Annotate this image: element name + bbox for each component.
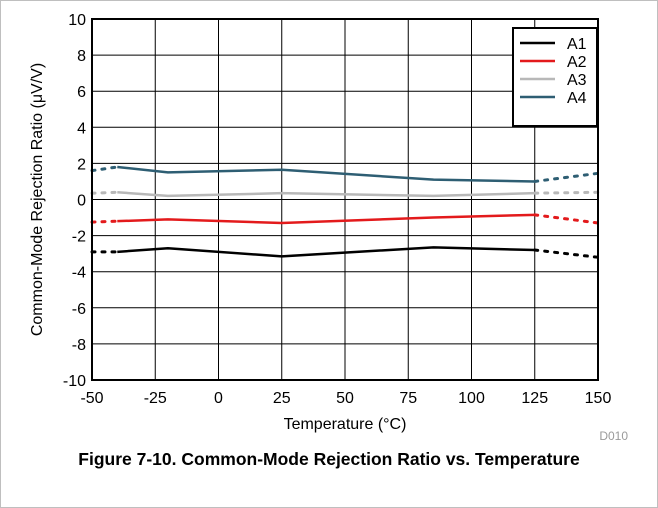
y-tick-label: -8: [72, 337, 86, 354]
series-lines: [90, 165, 600, 259]
legend-label-a4: A4: [567, 90, 587, 107]
cmrr-chart: -50 -25 0 25 50 75 100 125 150 10 8 6 4 2 0 -2 -4 -6 -8 -1…: [29, 12, 628, 443]
series-extrapolation-a2: [533, 213, 600, 225]
series-extrapolation-a2: [90, 219, 119, 224]
x-tick-labels: -50 -25 0 25 50 75 100 125 150: [80, 390, 611, 407]
y-tick-label: 8: [77, 48, 86, 65]
series-extrapolation-a4: [533, 171, 600, 183]
x-tick-label: 150: [585, 390, 612, 407]
x-tick-label: 0: [214, 390, 223, 407]
series-line-a3: [117, 191, 535, 198]
y-tick-label: 2: [77, 156, 86, 173]
legend-label-a3: A3: [567, 72, 587, 89]
y-tick-label: -6: [72, 301, 86, 318]
x-tick-label: -25: [144, 390, 167, 407]
y-tick-label: 4: [77, 120, 86, 137]
x-tick-label: -50: [80, 390, 103, 407]
legend-box: [512, 27, 598, 127]
legend-label-a2: A2: [567, 54, 587, 71]
y-tick-label: 10: [68, 12, 86, 29]
y-axis-label: Common-Mode Rejection Ratio (μV/V): [29, 63, 46, 336]
x-axis-label: Temperature (°C): [284, 416, 407, 433]
x-tick-label: 75: [399, 390, 417, 407]
series-extrapolation-a3: [533, 190, 600, 195]
series-extrapolation-a4: [90, 165, 119, 173]
y-tick-label: 0: [77, 193, 86, 210]
x-tick-label: 50: [336, 390, 354, 407]
legend-label-a1: A1: [567, 36, 587, 53]
series-line-a4: [117, 165, 535, 183]
y-tick-label: -10: [63, 373, 86, 390]
y-tick-label: -2: [72, 229, 86, 246]
y-tick-labels: 10 8 6 4 2 0 -2 -4 -6 -8 -10: [63, 12, 86, 390]
figure-id-label: D010: [599, 429, 628, 443]
series-extrapolation-a1: [533, 248, 600, 259]
series-line-a1: [117, 246, 535, 258]
series-extrapolation-a3: [90, 190, 119, 195]
figure-caption: Figure 7-10. Common-Mode Rejection Ratio…: [78, 449, 580, 469]
x-tick-label: 100: [458, 390, 485, 407]
plot-border: [91, 18, 599, 381]
y-tick-label: -4: [72, 265, 86, 282]
y-tick-label: 6: [77, 84, 86, 101]
x-tick-label: 25: [273, 390, 291, 407]
x-tick-label: 125: [521, 390, 548, 407]
series-line-a2: [117, 213, 535, 225]
